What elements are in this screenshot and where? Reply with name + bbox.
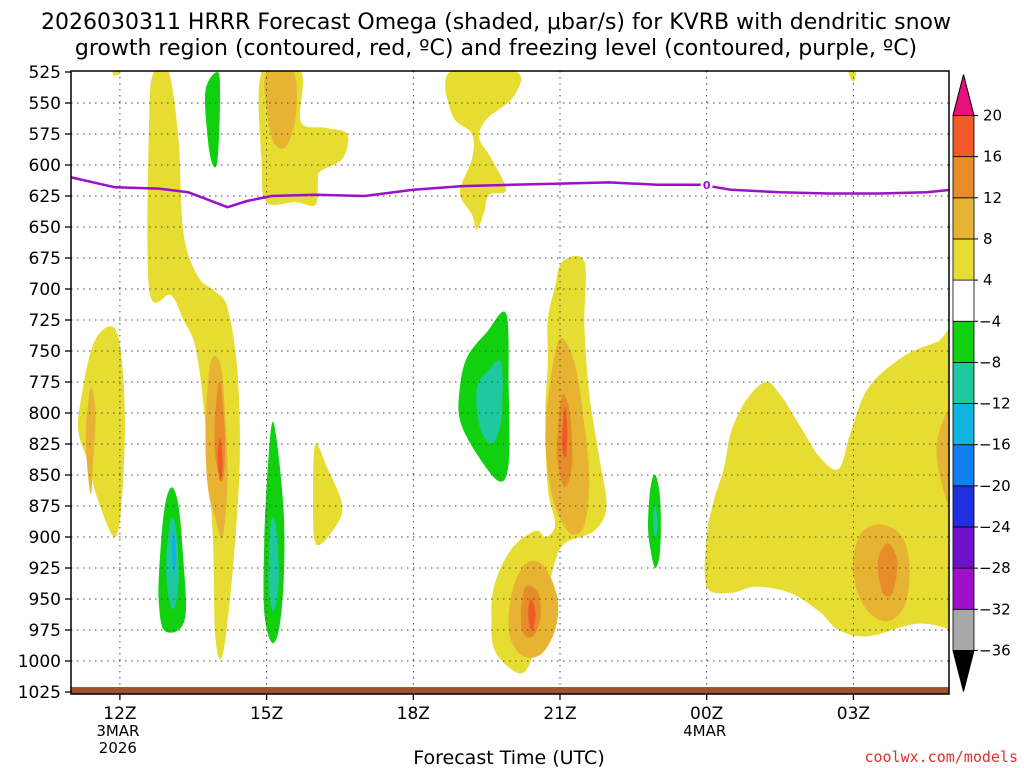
omega-region-25 — [114, 74, 123, 85]
omega-region-40 — [171, 530, 177, 575]
colorbar-label-20: 20 — [983, 107, 1002, 125]
y-tick-label-725: 725 — [29, 311, 61, 331]
pressure-gridlines — [71, 71, 949, 694]
colorbar-label--16: −16 — [979, 436, 1011, 454]
colorbar-seg-12 — [952, 156, 975, 199]
y-tick-label-625: 625 — [29, 187, 61, 207]
colorbar-label-12: 12 — [983, 189, 1002, 207]
plot-area: 0 — [70, 70, 950, 695]
y-tick-label-575: 575 — [29, 125, 61, 145]
colorbar-seg--24 — [952, 485, 975, 528]
y-tick-label-800: 800 — [29, 404, 61, 424]
y-tick-label-650: 650 — [29, 218, 61, 238]
colorbar-seg--28 — [952, 526, 975, 569]
y-tick-label-525: 525 — [29, 63, 61, 83]
colorbar-seg-16 — [952, 115, 975, 158]
omega-region-6 — [312, 443, 343, 546]
omega-region-39 — [652, 505, 658, 538]
x-axis-title: Forecast Time (UTC) — [413, 747, 604, 768]
colorbar-label--4: −4 — [979, 312, 1001, 330]
freezing-level-label: 0 — [703, 179, 711, 192]
colorbar-label--32: −32 — [979, 600, 1011, 618]
omega-region-10 — [85, 387, 96, 495]
y-tick-label-600: 600 — [29, 156, 61, 176]
omega-region-3 — [445, 71, 522, 230]
colorbar-label--20: −20 — [979, 477, 1011, 495]
colorbar-seg--36 — [952, 608, 975, 651]
ground-surface — [71, 687, 949, 694]
x-tick-sublabel-2026: 2026 — [99, 739, 137, 757]
colorbar-label--12: −12 — [979, 395, 1011, 413]
chart-title-line-1: 2026030311 HRRR Forecast Omega (shaded, … — [41, 10, 951, 35]
x-tick-label-15Z: 15Z — [250, 704, 283, 724]
y-tick-label-950: 950 — [29, 590, 61, 610]
y-tick-label-1025: 1025 — [18, 683, 61, 703]
colorbar-seg--20 — [952, 444, 975, 487]
colorbar-label--36: −36 — [979, 641, 1011, 659]
omega-region-37 — [268, 517, 279, 612]
freezing-level-label-bg — [700, 177, 713, 192]
credit-text: coolwx.com/models — [864, 748, 1018, 766]
colorbar-under-triangle — [952, 649, 975, 692]
x-tick-label-00Z: 00Z — [690, 704, 723, 724]
y-tick-label-750: 750 — [29, 342, 61, 362]
colorbar-seg-4 — [952, 238, 975, 281]
colorbar-label-4: 4 — [983, 271, 993, 289]
colorbar-seg--4 — [952, 279, 975, 322]
colorbar-seg-8 — [952, 197, 975, 240]
colorbar-label-8: 8 — [983, 230, 993, 248]
freezing-level-line — [71, 176, 949, 209]
colorbar-label--8: −8 — [979, 353, 1001, 371]
omega-region-20 — [217, 437, 223, 482]
y-tick-label-700: 700 — [29, 280, 61, 300]
omega-region-15 — [936, 407, 949, 507]
y-tick-label-975: 975 — [29, 621, 61, 641]
colorbar-seg--16 — [952, 403, 975, 446]
colorbar-label--24: −24 — [979, 518, 1011, 536]
y-tick-label-900: 900 — [29, 528, 61, 548]
freezing-level-contour: 0 — [71, 176, 949, 209]
y-tick-label-550: 550 — [29, 94, 61, 114]
x-tick-sublabel-3MAR: 3MAR — [96, 722, 139, 740]
omega-region-30 — [559, 607, 575, 643]
y-tick-label-850: 850 — [29, 466, 61, 486]
omega-region-22 — [562, 406, 568, 458]
omega-shaded-regions — [77, 71, 949, 675]
y-tick-label-875: 875 — [29, 497, 61, 517]
y-tick-label-1000: 1000 — [18, 652, 61, 672]
colorbar-seg--8 — [952, 320, 975, 363]
omega-region-5 — [77, 326, 125, 538]
x-tick-sublabel-4MAR: 4MAR — [683, 722, 726, 740]
x-tick-label-21Z: 21Z — [543, 704, 576, 724]
omega-region-9 — [264, 71, 298, 149]
colorbar-seg--32 — [952, 567, 975, 610]
x-tick-label-03Z: 03Z — [837, 704, 870, 724]
x-tick-label-12Z: 12Z — [103, 704, 136, 724]
y-axis-ticks: 525 550 575 600 625 650 675 700 725 750 775 800 825 8… — [18, 63, 71, 703]
omega-region-32 — [204, 71, 221, 168]
omega-region-38 — [476, 360, 503, 445]
x-tick-label-18Z: 18Z — [397, 704, 430, 724]
y-tick-label-675: 675 — [29, 249, 61, 269]
colorbar-seg--12 — [952, 361, 975, 404]
colorbar-over-triangle — [952, 74, 975, 116]
y-tick-label-825: 825 — [29, 435, 61, 455]
omega-region-16 — [214, 381, 226, 482]
colorbar-label-16: 16 — [983, 148, 1002, 166]
chart-title-line-2: growth region (contoured, red, ºC) and f… — [75, 36, 917, 61]
omega-region-4 — [848, 71, 857, 82]
y-tick-label-775: 775 — [29, 373, 61, 393]
y-tick-label-925: 925 — [29, 559, 61, 579]
omega-region-19 — [877, 543, 898, 597]
colorbar: −36 −32 −28 −24 −20 −16 −12 −8 −4 4 8 12 16 20 — [952, 74, 1011, 692]
colorbar-label--28: −28 — [979, 559, 1011, 577]
omega-region-21 — [528, 599, 536, 631]
omega-region-24 — [698, 71, 713, 110]
